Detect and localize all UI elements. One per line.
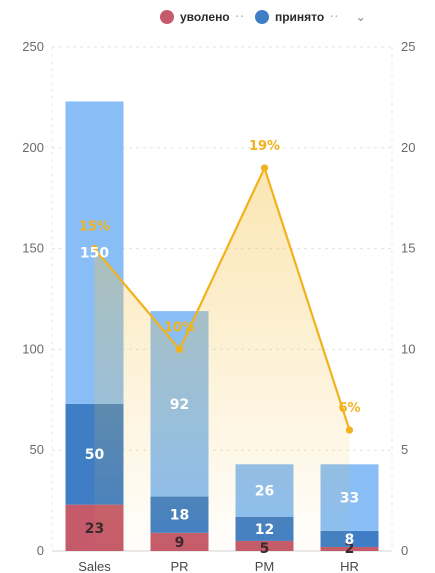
bar-data-label: 18: [170, 508, 189, 524]
legend-swatch-hired: [254, 10, 269, 24]
legend-swatch-fired: [160, 10, 174, 24]
x-tick-label: Sales: [78, 559, 111, 573]
y-right-tick-label: 15: [401, 241, 415, 256]
bar-data-label: 92: [170, 397, 189, 413]
y-right-tick-label: 20: [401, 140, 415, 155]
x-tick-label: PM: [255, 559, 275, 573]
y-left-tick-label: 200: [22, 140, 44, 155]
bar-data-label: 23: [85, 521, 104, 537]
y-right-tick-label: 25: [401, 39, 415, 54]
line-area-fill: [94, 167, 350, 551]
y-left-tick-label: 100: [22, 341, 44, 356]
legend-more-icon[interactable]: ··: [330, 11, 340, 23]
bar-data-label: 9: [175, 535, 185, 551]
line-data-label: 15%: [79, 220, 110, 235]
bar-data-label: 5: [260, 541, 270, 557]
line-point: [90, 245, 99, 253]
line-series: [93, 164, 351, 431]
y-left-tick-label: 250: [22, 39, 44, 54]
bar-data-label: 150: [80, 246, 109, 262]
chevron-down-icon[interactable]: ⌄: [355, 10, 366, 24]
bar-data-label: 50: [85, 447, 105, 463]
legend-item-fired[interactable]: уволено ··: [160, 10, 245, 24]
y-right-tick-label: 10: [401, 341, 415, 356]
line-point: [260, 164, 269, 172]
x-tick-label: HR: [340, 559, 359, 573]
line-point: [175, 345, 184, 353]
line-data-label: 6%: [338, 401, 360, 416]
legend-more-icon[interactable]: ··: [235, 11, 245, 23]
legend: уволено ·· принято ·· ⌄: [160, 6, 366, 28]
bar-data-label: 33: [340, 491, 359, 507]
legend-item-hired[interactable]: принято ··: [254, 10, 340, 24]
y-left-tick-label: 150: [22, 241, 44, 256]
line-data-label: 10%: [164, 320, 195, 335]
y-right-tick-label: 0: [401, 543, 408, 558]
legend-label-fired: уволено: [180, 10, 230, 24]
bar-data-label: 8: [345, 532, 355, 548]
line-data-label: 19%: [249, 139, 280, 154]
legend-label-hired: принято: [274, 10, 325, 24]
y-left-tick-label: 0: [37, 543, 44, 558]
line-point: [345, 426, 354, 434]
bar-data-label: 12: [255, 522, 274, 538]
y-right-tick-label: 5: [401, 442, 408, 457]
bar-data-label: 2: [345, 541, 355, 557]
bar-data-label: 26: [255, 484, 274, 500]
y-left-tick-label: 50: [30, 442, 44, 457]
x-tick-label: PR: [170, 559, 188, 573]
